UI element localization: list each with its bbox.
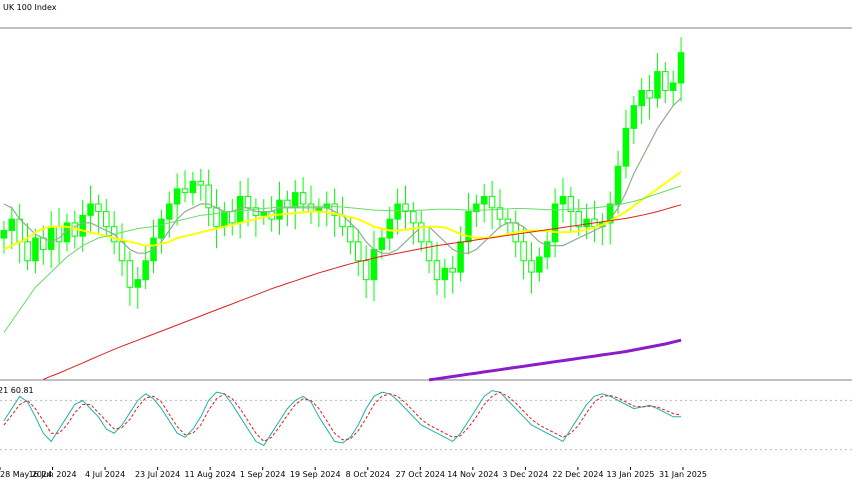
candle-body (276, 199, 283, 220)
candle-body (654, 71, 661, 99)
candle-body (614, 165, 622, 205)
candle-body (417, 222, 425, 243)
candle-body (606, 203, 614, 224)
candle-body (32, 237, 39, 262)
x-tick-label: 8 Oct 2024 (346, 470, 390, 479)
candle-body (662, 71, 669, 92)
x-tick-label: 27 Oct 2024 (396, 470, 445, 479)
candle-body (181, 188, 189, 194)
ma-yellow-line (3, 170, 682, 251)
stochastic-signal-line (3, 391, 682, 443)
candle-body (173, 188, 181, 205)
candle-body (8, 218, 16, 231)
candle-body (630, 105, 638, 129)
candle-body (16, 218, 23, 243)
candle-body (449, 267, 456, 273)
candle-body (134, 279, 142, 288)
candle-body (299, 192, 307, 205)
candle-body (425, 241, 433, 262)
candle-body (166, 203, 173, 220)
candle-body (551, 203, 559, 243)
candle-body (95, 203, 102, 213)
x-tick-label: 13 Jan 2025 (606, 470, 654, 479)
candle-body (378, 237, 386, 250)
candle-body (559, 195, 567, 205)
candle-body (465, 211, 472, 243)
candle-body (536, 256, 543, 273)
candle-body (189, 180, 197, 194)
candle-body (520, 241, 527, 262)
candle-body (79, 214, 86, 237)
candle-body (646, 90, 653, 99)
candle-body (40, 237, 47, 250)
stochastic-main-line (3, 390, 682, 447)
candle-body (0, 229, 8, 239)
candle-body (229, 211, 236, 224)
x-tick-label: 28 May 2024 (0, 470, 52, 479)
candle-body (441, 267, 449, 281)
candle-body (221, 211, 228, 228)
candle-body (410, 211, 417, 224)
candle-body (488, 195, 496, 209)
indicator-pane (0, 390, 852, 451)
price-pane (0, 37, 685, 382)
candle-body (386, 218, 393, 239)
x-tick-label: 22 Dec 2024 (552, 470, 603, 479)
candle-body (362, 260, 370, 281)
candle-body (292, 192, 299, 209)
candle-body (197, 180, 205, 186)
x-tick-label: 19 Sep 2024 (290, 470, 341, 479)
candle-body (457, 241, 464, 273)
candle-body (236, 195, 244, 224)
candle-body (394, 203, 401, 220)
candle-body (142, 260, 149, 281)
candle-body (347, 226, 354, 243)
ma-purple-line (428, 338, 682, 382)
indicator-subtitle: 21 60.81 (0, 386, 34, 395)
candle-body (496, 207, 504, 220)
candle-body (622, 127, 630, 167)
candle-body (118, 241, 126, 262)
candle-body (677, 52, 685, 84)
candle-body (543, 241, 551, 258)
x-tick-label: 1 Sep 2024 (240, 470, 286, 479)
candle-body (126, 260, 134, 288)
candle-body (528, 260, 535, 273)
candle-body (370, 248, 378, 281)
ma-lightgreen-line (3, 185, 682, 333)
x-tick-label: 3 Dec 2024 (502, 470, 548, 479)
candle-body (205, 184, 212, 209)
candle-body (480, 195, 488, 205)
candle-body (575, 211, 582, 228)
x-tick-label: 23 Jul 2024 (135, 470, 180, 479)
candle-body (103, 211, 110, 228)
x-tick-label: 14 Nov 2024 (447, 470, 498, 479)
candle-body (87, 203, 94, 216)
chart-title: UK 100 Index (3, 3, 57, 12)
candle-body (669, 82, 677, 92)
candle-body (402, 203, 409, 213)
candle-body (567, 195, 575, 213)
candle-body (158, 218, 165, 239)
candle-body (213, 207, 220, 228)
x-tick-label: 31 Jan 2025 (659, 470, 707, 479)
ma-red-line (43, 204, 682, 380)
candle-body (47, 226, 55, 250)
candle-body (433, 260, 441, 281)
candle-body (354, 241, 362, 262)
candle-body (473, 203, 480, 213)
x-tick-label: 11 Aug 2024 (185, 470, 236, 479)
candle-body (24, 241, 31, 262)
candle-body (244, 195, 252, 209)
x-tick-label: 4 Jul 2024 (85, 470, 125, 479)
candle-body (583, 218, 590, 228)
x-tick-label: 16 Jun 2024 (28, 470, 76, 479)
candle-body (638, 90, 645, 107)
